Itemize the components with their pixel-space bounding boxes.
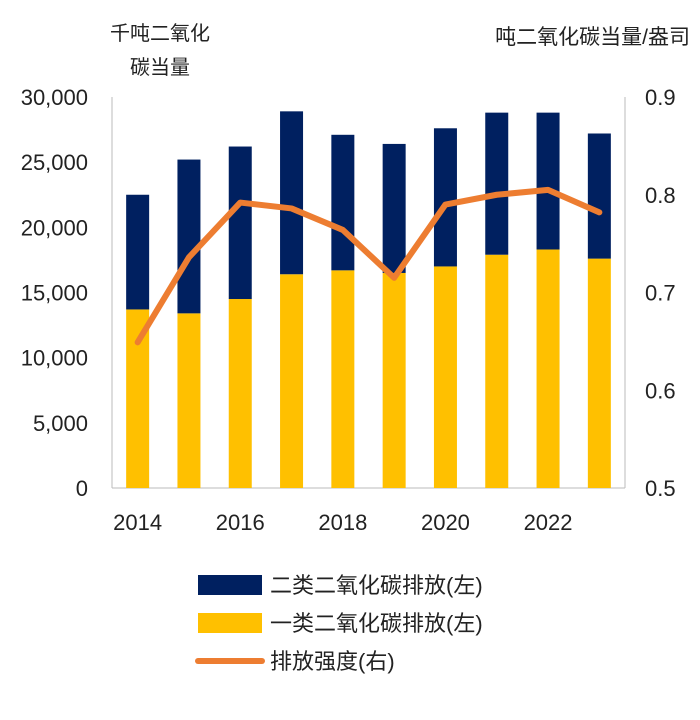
bar-2020-series-0 [433, 266, 457, 488]
bar-2022-series-0 [536, 249, 560, 488]
bar-2015-series-1 [177, 159, 201, 314]
legend-swatch-1 [198, 575, 262, 595]
bar-2023-series-0 [587, 258, 611, 488]
bar-2015-series-0 [177, 313, 201, 488]
left-tick-label: 30,000 [21, 85, 88, 110]
bar-2023-series-1 [587, 133, 611, 259]
right-axis-title: 吨二氧化碳当量/盎司 [495, 26, 690, 49]
bar-2017-series-1 [280, 111, 304, 275]
left-tick-label: 20,000 [21, 215, 88, 240]
bar-2019-series-1 [382, 143, 406, 273]
bar-2016-series-1 [228, 146, 252, 300]
left-tick-label: 10,000 [21, 346, 88, 371]
right-tick-label: 0.5 [645, 476, 676, 501]
right-tick-label: 0.8 [645, 183, 676, 208]
bar-2020-series-1 [433, 128, 457, 267]
x-tick-label: 2014 [113, 510, 162, 535]
left-axis-title: 碳当量 [130, 56, 190, 79]
bar-2018-series-1 [331, 134, 355, 271]
left-tick-label: 15,000 [21, 281, 88, 306]
bar-2022-series-1 [536, 112, 560, 250]
bar-2019-series-0 [382, 272, 406, 488]
x-tick-label: 2020 [421, 510, 470, 535]
x-tick-label: 2016 [216, 510, 265, 535]
x-tick-label: 2022 [524, 510, 573, 535]
legend-label: 排放强度(右) [270, 649, 395, 674]
bar-2021-series-0 [485, 254, 509, 488]
left-tick-label: 5,000 [33, 411, 88, 436]
right-tick-label: 0.7 [645, 281, 676, 306]
right-tick-label: 0.9 [645, 85, 676, 110]
bar-2018-series-0 [331, 270, 355, 488]
bar-2021-series-1 [485, 112, 509, 255]
legend-label: 二类二氧化碳排放(左) [270, 573, 483, 598]
line-series-2 [134, 186, 603, 346]
bar-2017-series-0 [280, 274, 304, 488]
left-axis-title: 千吨二氧化 [110, 22, 210, 45]
left-tick-label: 0 [76, 476, 88, 501]
right-tick-label: 0.6 [645, 378, 676, 403]
bar-2016-series-0 [228, 299, 252, 488]
x-tick-label: 2018 [318, 510, 367, 535]
legend-swatch-0 [198, 613, 262, 633]
bar-2014-series-0 [126, 309, 150, 488]
bar-2014-series-1 [126, 194, 150, 310]
left-tick-label: 25,000 [21, 150, 88, 175]
legend-label: 一类二氧化碳排放(左) [270, 611, 483, 636]
